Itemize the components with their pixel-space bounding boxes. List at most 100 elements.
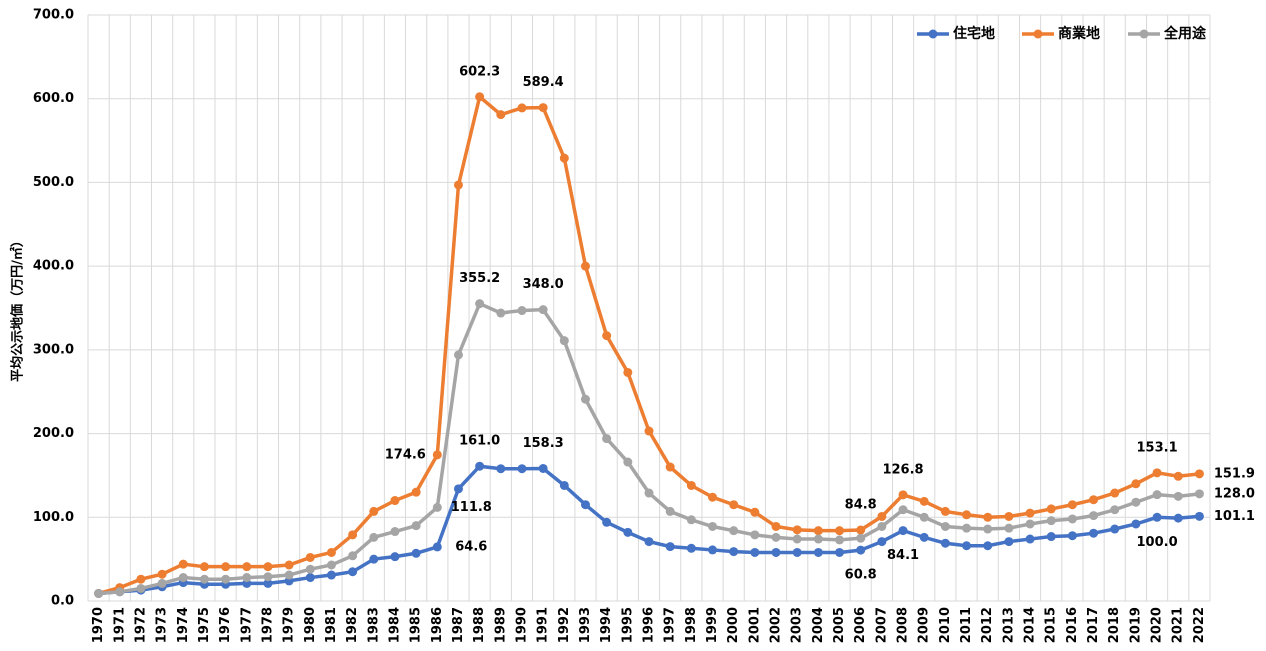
point (411, 521, 421, 531)
x-tick-label: 1995 (620, 607, 635, 643)
point (496, 110, 506, 120)
data-label: 126.8 (882, 462, 923, 477)
x-tick-label: 2006 (853, 607, 868, 643)
point (496, 464, 506, 474)
point (178, 559, 188, 569)
point (517, 306, 527, 316)
point (1152, 512, 1162, 522)
point (940, 538, 950, 548)
point (1194, 489, 1204, 499)
x-tick-label: 1994 (599, 607, 614, 643)
point (199, 562, 209, 572)
point (962, 541, 972, 551)
x-tick-label: 1981 (324, 607, 339, 643)
point (623, 527, 633, 537)
x-tick-label: 1986 (430, 607, 445, 643)
point (877, 537, 887, 547)
point (263, 578, 273, 588)
point (136, 574, 146, 584)
point (644, 537, 654, 547)
point (369, 554, 379, 564)
x-tick-label: 2018 (1107, 607, 1122, 643)
point (348, 551, 358, 561)
point (475, 461, 485, 471)
x-tick-label: 2019 (1128, 607, 1143, 643)
point (305, 552, 315, 562)
point (432, 502, 442, 512)
point (983, 524, 993, 534)
x-tick-label: 1989 (493, 607, 508, 643)
point (1152, 490, 1162, 500)
data-label: 84.8 (845, 498, 877, 513)
point (559, 336, 569, 346)
legend-label: 住宅地 (953, 25, 995, 42)
point (538, 305, 548, 315)
y-tick-label: 200.0 (33, 426, 74, 441)
point (792, 547, 802, 557)
point (708, 492, 718, 502)
point (1173, 513, 1183, 523)
point (326, 547, 336, 557)
point (517, 464, 527, 474)
x-tick-label: 2013 (1001, 607, 1016, 643)
series-line (98, 93, 1200, 596)
point (580, 261, 590, 271)
x-tick-label: 2004 (811, 607, 826, 643)
x-tick-label: 2003 (790, 607, 805, 643)
point (221, 562, 231, 572)
point (411, 487, 421, 497)
x-tick-label: 1998 (684, 607, 699, 643)
y-tick-label: 100.0 (33, 510, 74, 525)
legend-marker (928, 29, 938, 39)
x-tick-label: 1978 (260, 607, 275, 643)
x-tick-label: 1988 (472, 607, 487, 643)
data-label: 128.0 (1214, 486, 1255, 501)
point (1110, 505, 1120, 515)
point (877, 511, 887, 521)
x-tick-label: 1985 (409, 607, 424, 643)
x-tick-label: 1973 (155, 607, 170, 643)
point (390, 527, 400, 537)
point (1131, 497, 1141, 507)
point (369, 506, 379, 516)
point (94, 588, 104, 598)
point (729, 526, 739, 536)
x-tick-label: 1972 (133, 607, 148, 643)
point (432, 542, 442, 552)
point (475, 92, 485, 102)
point (602, 331, 612, 341)
point (750, 507, 760, 517)
point (326, 560, 336, 570)
point (199, 574, 209, 584)
series-line (98, 301, 1200, 596)
point (686, 515, 696, 525)
point (496, 308, 506, 318)
point (453, 484, 463, 494)
point (708, 521, 718, 531)
point (919, 496, 929, 506)
point (686, 543, 696, 553)
point (665, 462, 675, 472)
point (1025, 534, 1035, 544)
point (284, 560, 294, 570)
point (1067, 514, 1077, 524)
point (962, 523, 972, 533)
x-tick-label: 2000 (726, 607, 741, 643)
x-tick-label: 1999 (705, 607, 720, 643)
x-tick-label: 2021 (1171, 607, 1186, 643)
x-tick-label: 1993 (578, 607, 593, 643)
point (326, 570, 336, 580)
point (983, 512, 993, 522)
x-tick-label: 1984 (387, 607, 402, 643)
point (750, 530, 760, 540)
x-tick-label: 1980 (303, 607, 318, 643)
y-tick-label: 600.0 (33, 91, 74, 106)
point (940, 521, 950, 531)
point (1089, 495, 1099, 505)
data-label: 64.6 (455, 539, 487, 554)
point (1004, 511, 1014, 521)
point (1046, 516, 1056, 526)
point (835, 547, 845, 557)
data-label: 174.6 (385, 447, 426, 462)
data-label: 348.0 (523, 277, 564, 292)
